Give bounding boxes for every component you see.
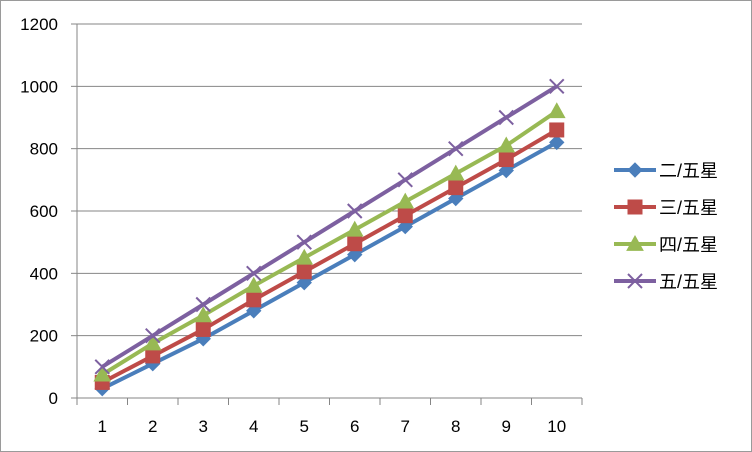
series-4-point-7-stroke-b — [397, 172, 413, 188]
series-2-point-7 — [397, 208, 413, 224]
series-2-point-2 — [145, 348, 161, 364]
x-tick-label-5: 5 — [300, 417, 309, 436]
series-4-point-6 — [347, 203, 363, 219]
x-tick-label-9: 9 — [502, 417, 511, 436]
gridlines — [77, 23, 582, 337]
series-3-point-7 — [396, 192, 415, 209]
y-tick-label-800: 800 — [30, 140, 58, 159]
series-4-point-10-stroke-b — [549, 78, 565, 95]
series-4-point-3-stroke-b — [195, 296, 211, 313]
y-tick-label-1000: 1000 — [20, 77, 58, 96]
legend-item-4: 五/五星 — [614, 272, 718, 292]
series-4-point-4-stroke-b — [246, 265, 262, 282]
series-3-point-10 — [547, 102, 566, 119]
series-2 — [94, 122, 565, 390]
series-4-point-3 — [195, 296, 211, 313]
series-2-point-10 — [549, 122, 565, 138]
legend-swatch-marker-4 — [627, 273, 643, 289]
series-3-point-2 — [143, 334, 162, 351]
legend-label-1: 二/五星 — [659, 161, 718, 181]
series-4-point-9 — [498, 109, 514, 126]
series-4-point-6-stroke-b — [347, 203, 363, 219]
series-4-point-1 — [94, 359, 110, 375]
series-3-line — [101, 109, 558, 377]
series-4-point-7 — [397, 172, 413, 188]
x-tick-label-6: 6 — [350, 417, 359, 436]
series-2-point-9 — [498, 152, 514, 168]
x-tick-label-8: 8 — [451, 417, 460, 436]
series-4-point-8 — [448, 140, 464, 157]
series-1-line — [101, 140, 558, 391]
series-3-point-9 — [497, 136, 516, 153]
x-tick-label-7: 7 — [401, 417, 410, 436]
legend: 二/五星三/五星四/五星五/五星 — [614, 161, 718, 292]
x-tick-label-10: 10 — [547, 417, 566, 436]
series-3-point-3 — [194, 306, 213, 323]
legend-swatch-marker-1 — [627, 162, 643, 178]
y-tick-label-200: 200 — [30, 327, 58, 346]
series-group — [93, 78, 566, 397]
series-2-point-6 — [347, 236, 363, 252]
series-4-point-2 — [145, 327, 161, 344]
legend-item-3: 四/五星 — [614, 234, 718, 255]
series-2-line — [101, 128, 558, 385]
x-tick-label-4: 4 — [249, 417, 258, 436]
series-3 — [93, 102, 566, 382]
y-tick-label-600: 600 — [30, 202, 58, 221]
series-2-point-3 — [195, 321, 211, 337]
series-2-point-5 — [296, 264, 312, 280]
legend-item-1: 二/五星 — [614, 161, 718, 181]
legend-item-2: 三/五星 — [614, 198, 718, 218]
series-3-point-8 — [446, 164, 465, 181]
x-tick-labels: 1 2 3 4 5 6 7 8 9 10 — [98, 417, 567, 436]
series-4-point-2-stroke-b — [145, 327, 161, 344]
series-4-point-5-stroke-b — [296, 234, 312, 250]
series-2-point-8 — [448, 180, 464, 196]
series-4-point-5 — [296, 234, 312, 250]
series-3-point-1 — [93, 365, 112, 382]
series-4-point-1-stroke-b — [94, 359, 110, 375]
series-4 — [94, 78, 565, 375]
axes — [71, 23, 583, 405]
y-tick-label-400: 400 — [30, 264, 58, 283]
series-4-line — [101, 84, 558, 369]
series-3-point-6 — [345, 220, 364, 237]
series-1-point-10 — [549, 134, 565, 151]
series-2-point-4 — [246, 292, 262, 308]
series-3-point-5 — [295, 248, 314, 265]
legend-label-4: 五/五星 — [659, 272, 718, 292]
legend-label-2: 三/五星 — [659, 198, 718, 218]
y-tick-labels: 0 200 400 600 800 1000 1200 — [20, 15, 58, 408]
legend-label-3: 四/五星 — [659, 235, 718, 255]
x-tick-label-3: 3 — [199, 417, 208, 436]
series-4-point-8-stroke-b — [448, 140, 464, 157]
legend-swatch-marker-3 — [626, 234, 644, 251]
series-3-point-4 — [244, 276, 263, 293]
legend-swatch-marker-2 — [627, 199, 643, 215]
x-tick-label-2: 2 — [148, 417, 157, 436]
y-tick-label-0: 0 — [49, 389, 58, 408]
series-4-point-4 — [246, 265, 262, 282]
y-tick-label-1200: 1200 — [20, 15, 58, 34]
legend-swatch-marker-4-stroke-b — [627, 273, 643, 289]
series-1 — [94, 134, 565, 397]
series-4-point-10 — [549, 78, 565, 95]
series-4-point-9-stroke-b — [498, 109, 514, 126]
x-tick-label-1: 1 — [98, 417, 107, 436]
